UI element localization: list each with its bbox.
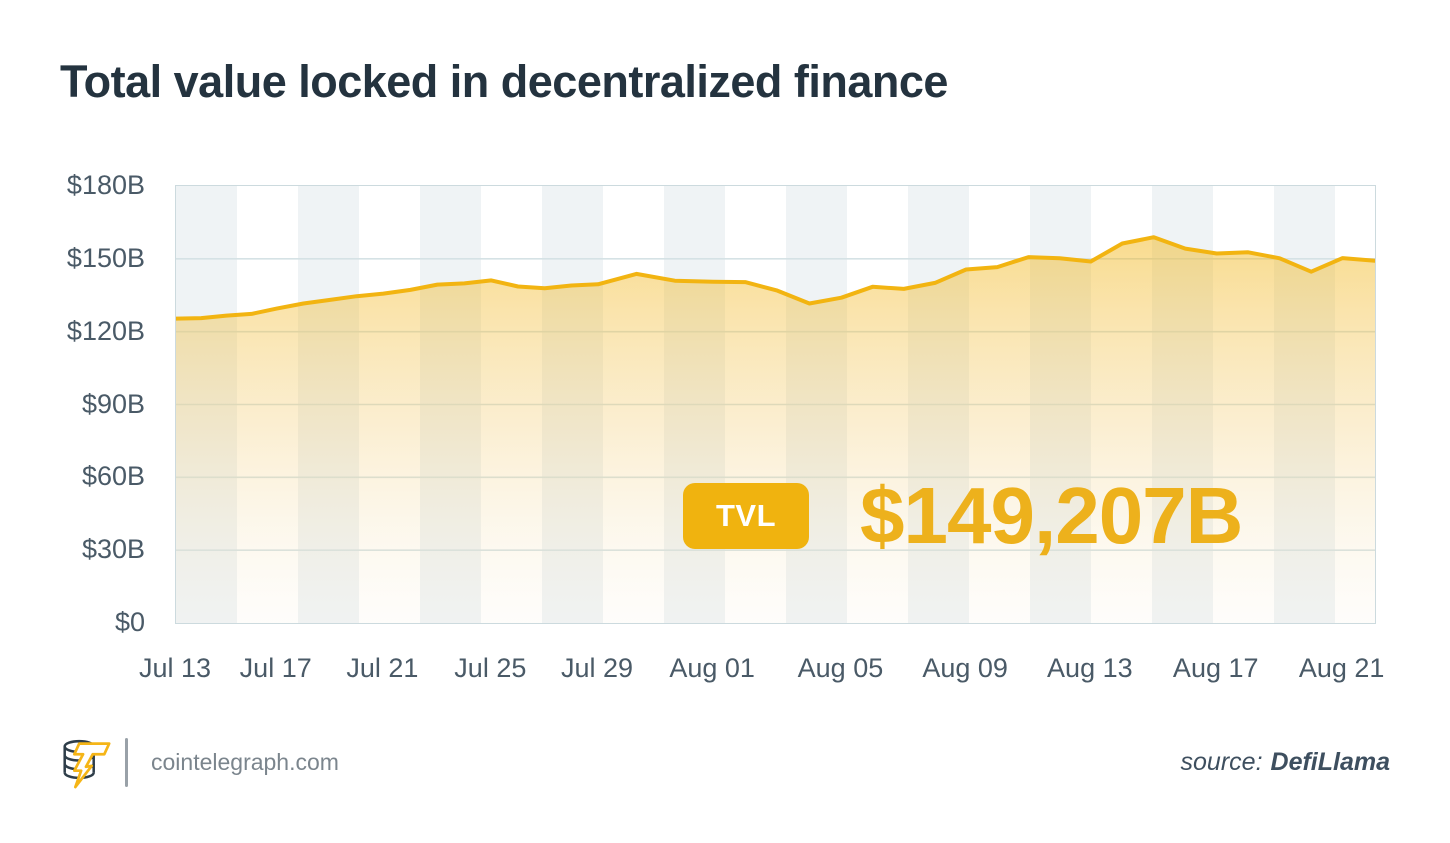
x-axis-label: Aug 13 — [1047, 653, 1133, 683]
x-axis-label: Aug 17 — [1172, 653, 1259, 683]
brand-text: cointelegraph.com — [151, 749, 339, 775]
x-axis-label: Jul 21 — [346, 653, 419, 683]
x-axis-label: Jul 17 — [239, 653, 312, 683]
y-axis-label: $0 — [114, 607, 145, 637]
plot-area — [175, 185, 1376, 624]
source-credit: source: DefiLlama — [1181, 747, 1390, 777]
source-value: DefiLlama — [1270, 748, 1390, 776]
cointelegraph-logo-icon — [63, 739, 111, 789]
y-axis-label: $60B — [81, 461, 145, 492]
y-axis-label: $30B — [81, 534, 145, 565]
tvl-line-series — [176, 235, 1375, 321]
x-axis-label: Aug 21 — [1298, 653, 1385, 683]
footer-divider — [125, 738, 128, 787]
tvl-badge-label: TVL — [715, 498, 777, 533]
source-label: source: — [1180, 748, 1263, 776]
y-axis-label: $90B — [81, 388, 145, 419]
x-axis-label: Jul 25 — [454, 653, 527, 683]
x-axis-label: Aug 05 — [797, 653, 884, 683]
y-axis-label: $120B — [66, 315, 145, 346]
tvl-area-fill — [176, 237, 1375, 623]
x-axis-label: Jul 13 — [138, 653, 212, 683]
x-axis-label: Aug 09 — [922, 653, 1008, 683]
y-axis-label: $150B — [66, 242, 145, 273]
x-axis-label: Jul 29 — [561, 653, 634, 683]
tvl-area-chart — [176, 186, 1375, 623]
tvl-badge: TVL — [683, 483, 809, 549]
chart-title: Total value locked in decentralized fina… — [60, 56, 948, 107]
tvl-current-value: $149,207B — [860, 471, 1243, 560]
x-axis-label: Aug 01 — [669, 653, 755, 683]
y-axis-label: $180B — [66, 170, 145, 200]
